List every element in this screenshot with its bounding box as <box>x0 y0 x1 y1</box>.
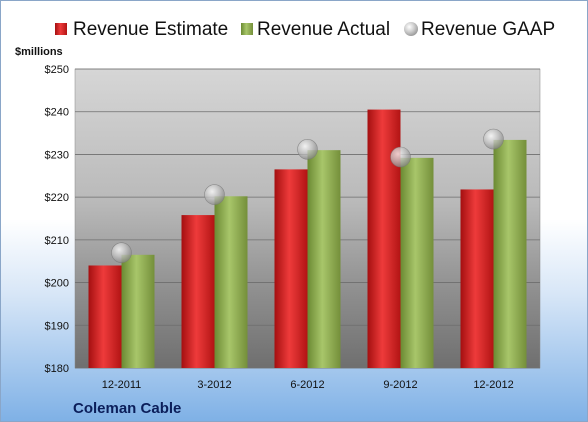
y-tick-label: $180 <box>45 363 69 375</box>
x-tick-label: 9-2012 <box>383 379 417 391</box>
bar-revenue-actual <box>214 196 248 368</box>
x-tick-label: 12-2012 <box>473 379 513 391</box>
marker-revenue-gaap <box>204 184 225 205</box>
marker-revenue-gaap <box>390 146 411 168</box>
bar-revenue-actual <box>307 150 341 368</box>
bar-revenue-estimate <box>274 169 308 368</box>
bar-revenue-estimate <box>181 215 215 368</box>
legend-label-revenue-gaap: Revenue GAAP <box>421 19 555 40</box>
x-tick-label: 6-2012 <box>290 379 324 391</box>
y-axis-unit-label: $millions <box>15 46 63 58</box>
y-tick-label: $250 <box>45 64 69 76</box>
legend: Revenue Estimate Revenue Actual Revenue … <box>55 19 555 40</box>
gaap-markers <box>111 128 504 263</box>
bar-revenue-actual <box>400 157 434 368</box>
legend-label-revenue-actual: Revenue Actual <box>257 19 390 40</box>
bar-revenue-actual <box>121 254 155 368</box>
legend-label-revenue-estimate: Revenue Estimate <box>73 19 228 40</box>
y-tick-label: $190 <box>45 320 69 332</box>
y-tick-label: $210 <box>45 235 69 247</box>
y-tick-label: $230 <box>45 149 69 161</box>
y-tick-label: $240 <box>45 107 69 119</box>
company-name: Coleman Cable <box>73 400 181 417</box>
marker-revenue-gaap <box>111 242 132 263</box>
legend-marker-revenue-gaap <box>404 22 418 36</box>
marker-revenue-gaap <box>297 139 318 160</box>
legend-swatch-revenue-estimate <box>55 23 67 35</box>
x-tick-label: 3-2012 <box>197 379 231 391</box>
y-axis-ticks: $180 $190 $200 $210 $220 $230 $240 $250 <box>45 64 69 375</box>
y-tick-label: $220 <box>45 192 69 204</box>
legend-swatch-revenue-actual <box>241 23 253 35</box>
x-tick-label: 12-2011 <box>102 379 142 391</box>
marker-revenue-gaap <box>483 128 504 150</box>
y-tick-label: $200 <box>45 278 69 290</box>
bars <box>88 109 527 368</box>
bar-revenue-estimate <box>460 189 494 368</box>
bar-revenue-estimate <box>88 265 122 368</box>
bar-revenue-actual <box>493 139 527 368</box>
x-axis-ticks: 12-2011 3-2012 6-2012 9-2012 12-2012 <box>102 379 514 391</box>
